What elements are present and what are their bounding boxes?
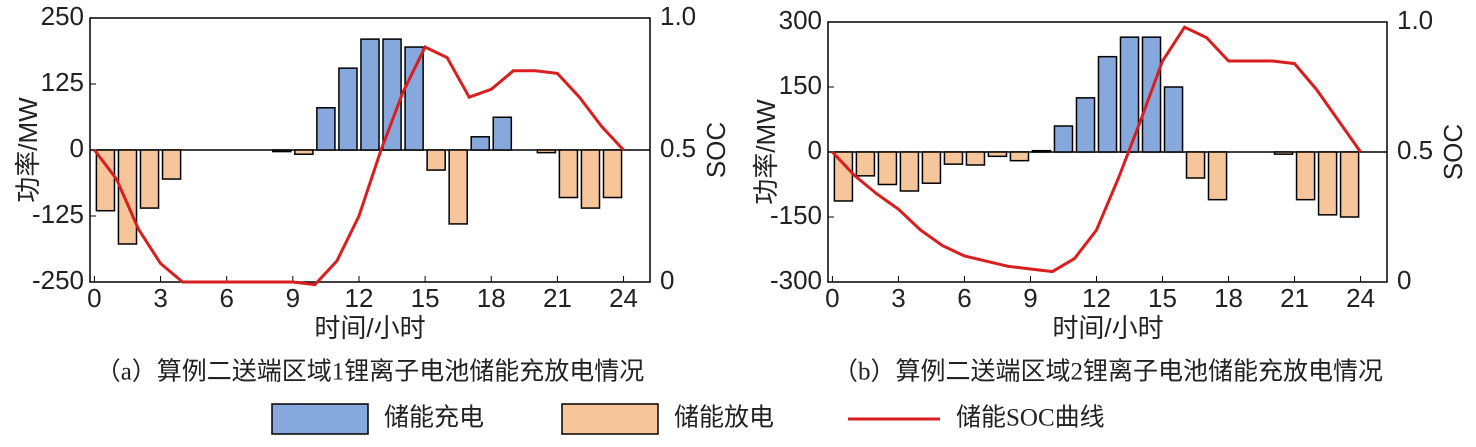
bar [1031,149,1052,153]
x-tick-label: 24 [609,283,638,313]
bar [1317,151,1338,216]
x-tick-label: 18 [1214,283,1243,313]
bar [95,149,116,212]
y-tick-label: 300 [779,5,822,35]
bar [360,38,380,151]
y-axis-label: 功率/MW [13,97,43,203]
x-tick-label: 12 [1082,283,1111,313]
y-tick-label: 0 [70,133,84,163]
x-axis-label: 时间/小时 [1052,313,1163,343]
bar [965,151,986,166]
bar [1339,151,1360,218]
x-tick-label: 6 [957,283,971,313]
bar [921,151,942,184]
soc-line [93,45,625,287]
y-tick-label: -150 [770,200,822,230]
bar [1075,97,1096,153]
bar [899,151,920,192]
x-tick-label: 3 [153,283,167,313]
bar [855,151,876,177]
x-axis-label: 时间/小时 [314,313,425,343]
y-tick-label: 150 [779,70,822,100]
legend-swatch [561,403,659,435]
legend-label: 储能SOC曲线 [956,404,1105,432]
y-tick-label: 125 [41,67,84,97]
legend-swatch [271,403,369,435]
x-tick-label: 21 [543,283,572,313]
y2-tick-label: 0.5 [1397,135,1433,165]
x-tick-label: 0 [825,283,839,313]
y2-tick-label: 0.5 [660,133,696,163]
x-tick-label: 6 [219,283,233,313]
bar [580,149,601,209]
bar [833,151,854,202]
bar [1273,151,1294,155]
y2-axis-label: SOC [1438,124,1468,180]
bar [316,107,336,151]
legend-label: 储能充电 [384,404,484,432]
y-tick-label: 0 [808,135,822,165]
bar [294,149,314,155]
bar [404,46,424,151]
bar [943,151,964,165]
bar [1163,86,1184,153]
bar [602,149,623,199]
bar [987,151,1008,158]
y2-axis-label: SOC [701,122,731,178]
bar [1009,151,1030,162]
bar [470,136,491,151]
y-tick-label: -125 [32,199,84,229]
legend-label: 储能放电 [674,404,774,432]
y-tick-label: -300 [770,265,822,295]
bar [492,116,513,151]
bar [536,149,557,154]
bar [1053,125,1074,153]
y2-tick-label: 0 [1397,265,1411,295]
x-tick-label: 3 [891,283,905,313]
bar [272,149,292,153]
bar [448,149,468,225]
bar [161,149,182,180]
bar [117,149,138,245]
x-tick-label: 18 [477,283,506,313]
soc-line [831,25,1362,274]
caption: （a）算例二送端区域1锂离子电池储能充放电情况 [96,358,645,386]
bar [382,38,402,151]
y-tick-label: -250 [32,265,84,295]
y-tick-label: 250 [41,1,84,31]
bar [338,67,358,151]
x-tick-label: 12 [345,283,374,313]
x-tick-label: 21 [1280,283,1309,313]
caption: （b）算例二送端区域2锂离子电池储能充放电情况 [833,358,1383,386]
bar [1185,151,1206,179]
bar [558,149,579,199]
x-tick-label: 0 [87,283,101,313]
bar [139,149,160,209]
x-tick-label: 9 [286,283,300,313]
y2-tick-label: 1.0 [1397,5,1433,35]
bar [877,151,898,186]
bar [1207,151,1228,201]
bar [1295,151,1316,201]
x-tick-label: 9 [1023,283,1037,313]
y2-tick-label: 0 [660,265,674,295]
y2-tick-label: 1.0 [660,1,696,31]
y-axis-label: 功率/MW [751,99,781,205]
bar [1097,55,1118,153]
x-tick-label: 15 [1148,283,1177,313]
bar [426,149,446,171]
x-tick-label: 15 [411,283,440,313]
x-tick-label: 24 [1346,283,1375,313]
